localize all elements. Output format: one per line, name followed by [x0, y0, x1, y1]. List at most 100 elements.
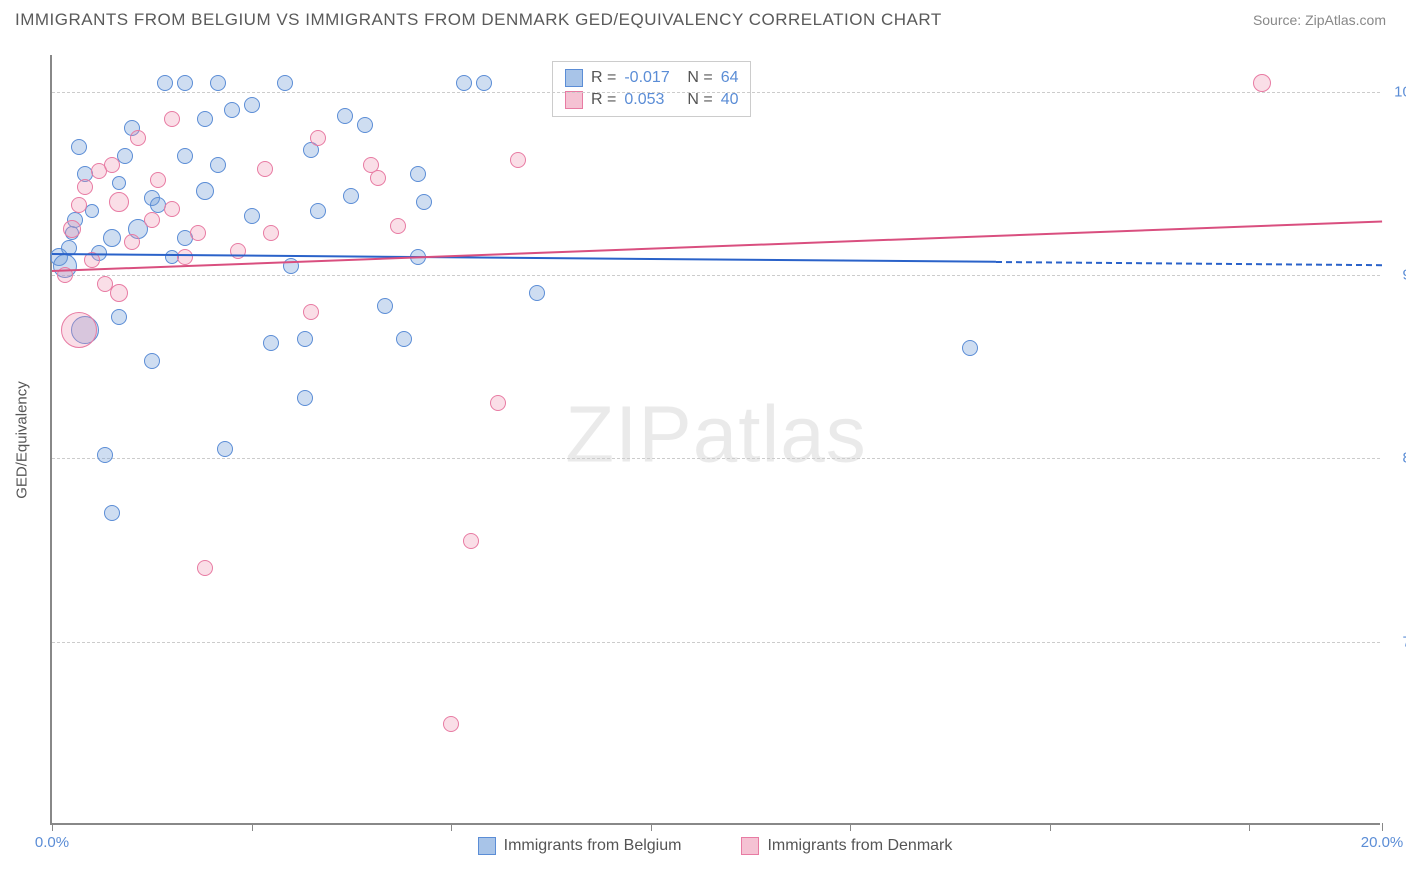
- x-tick: [850, 823, 851, 831]
- data-point: [150, 172, 166, 188]
- data-point: [71, 197, 87, 213]
- data-point: [263, 335, 279, 351]
- legend-swatch: [741, 837, 759, 855]
- stats-legend-box: R =-0.017N =64R =0.053N =40: [552, 61, 751, 117]
- x-tick: [451, 823, 452, 831]
- y-tick-label: 100.0%: [1394, 83, 1406, 100]
- legend-swatch: [565, 91, 583, 109]
- data-point: [104, 505, 120, 521]
- data-point: [297, 390, 313, 406]
- plot-area: ZIPatlas R =-0.017N =64R =0.053N =40 70.…: [50, 55, 1380, 825]
- data-point: [157, 75, 173, 91]
- plot-container: GED/Equivalency ZIPatlas R =-0.017N =64R…: [50, 55, 1380, 825]
- data-point: [109, 192, 129, 212]
- data-point: [177, 148, 193, 164]
- x-tick: [1050, 823, 1051, 831]
- legend-swatch: [565, 69, 583, 87]
- data-point: [77, 179, 93, 195]
- data-point: [456, 75, 472, 91]
- data-point: [177, 75, 193, 91]
- data-point: [962, 340, 978, 356]
- data-point: [410, 166, 426, 182]
- data-point: [463, 533, 479, 549]
- data-point: [112, 176, 126, 190]
- data-point: [164, 201, 180, 217]
- data-point: [61, 312, 97, 348]
- x-tick: [1249, 823, 1250, 831]
- watermark: ZIPatlas: [565, 388, 866, 480]
- stats-r-label: R =: [591, 67, 616, 89]
- data-point: [297, 331, 313, 347]
- gridline: [52, 458, 1380, 459]
- stats-r-value: -0.017: [624, 67, 679, 89]
- data-point: [377, 298, 393, 314]
- data-point: [110, 284, 128, 302]
- gridline: [52, 275, 1380, 276]
- data-point: [177, 249, 193, 265]
- data-point: [490, 395, 506, 411]
- legend-item: Immigrants from Denmark: [741, 837, 952, 855]
- data-point: [390, 218, 406, 234]
- data-point: [144, 212, 160, 228]
- legend-swatch: [478, 837, 496, 855]
- chart-title: IMMIGRANTS FROM BELGIUM VS IMMIGRANTS FR…: [15, 10, 942, 30]
- legend-label: Immigrants from Denmark: [767, 837, 952, 855]
- source-label: Source: ZipAtlas.com: [1253, 12, 1386, 28]
- legend-item: Immigrants from Belgium: [478, 837, 682, 855]
- x-tick: [651, 823, 652, 831]
- data-point: [310, 130, 326, 146]
- data-point: [257, 161, 273, 177]
- data-point: [111, 309, 127, 325]
- data-point: [197, 560, 213, 576]
- data-point: [85, 204, 99, 218]
- data-point: [103, 229, 121, 247]
- x-tick: [52, 823, 53, 831]
- data-point: [263, 225, 279, 241]
- data-point: [310, 203, 326, 219]
- data-point: [1253, 74, 1271, 92]
- data-point: [303, 304, 319, 320]
- data-point: [190, 225, 206, 241]
- data-point: [510, 152, 526, 168]
- data-point: [130, 130, 146, 146]
- y-tick-label: 80.0%: [1402, 450, 1406, 467]
- data-point: [244, 208, 260, 224]
- data-point: [197, 111, 213, 127]
- y-axis-label: GED/Equivalency: [14, 381, 31, 499]
- trend-line: [52, 253, 996, 263]
- data-point: [529, 285, 545, 301]
- y-tick-label: 90.0%: [1402, 267, 1406, 284]
- data-point: [343, 188, 359, 204]
- legend-label: Immigrants from Belgium: [504, 837, 682, 855]
- data-point: [370, 170, 386, 186]
- data-point: [144, 353, 160, 369]
- data-point: [63, 220, 81, 238]
- data-point: [476, 75, 492, 91]
- data-point: [71, 139, 87, 155]
- x-tick: [1382, 823, 1383, 831]
- data-point: [164, 111, 180, 127]
- gridline: [52, 92, 1380, 93]
- data-point: [224, 102, 240, 118]
- data-point: [210, 75, 226, 91]
- data-point: [244, 97, 260, 113]
- data-point: [117, 148, 133, 164]
- stats-n-value: 64: [721, 67, 739, 89]
- data-point: [337, 108, 353, 124]
- data-point: [277, 75, 293, 91]
- data-point: [416, 194, 432, 210]
- trend-line: [996, 261, 1382, 266]
- data-point: [97, 447, 113, 463]
- data-point: [196, 182, 214, 200]
- data-point: [396, 331, 412, 347]
- data-point: [124, 234, 140, 250]
- data-point: [210, 157, 226, 173]
- data-point: [443, 716, 459, 732]
- data-point: [104, 157, 120, 173]
- stats-n-label: N =: [687, 67, 712, 89]
- bottom-legend: Immigrants from Belgium Immigrants from D…: [50, 837, 1380, 855]
- data-point: [230, 243, 246, 259]
- data-point: [217, 441, 233, 457]
- x-tick: [252, 823, 253, 831]
- gridline: [52, 642, 1380, 643]
